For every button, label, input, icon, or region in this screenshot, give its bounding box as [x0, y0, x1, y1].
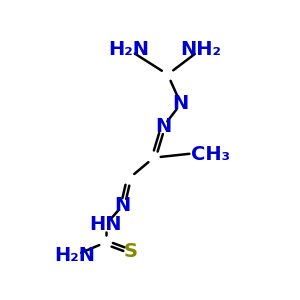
- Text: HN: HN: [89, 215, 122, 234]
- Text: N: N: [155, 117, 171, 136]
- Text: H₂N: H₂N: [54, 246, 95, 265]
- Text: S: S: [124, 242, 137, 261]
- Text: N: N: [173, 94, 189, 113]
- Text: NH₂: NH₂: [180, 40, 221, 59]
- Text: N: N: [115, 196, 131, 215]
- Text: CH₃: CH₃: [191, 145, 230, 164]
- Text: H₂N: H₂N: [109, 40, 149, 59]
